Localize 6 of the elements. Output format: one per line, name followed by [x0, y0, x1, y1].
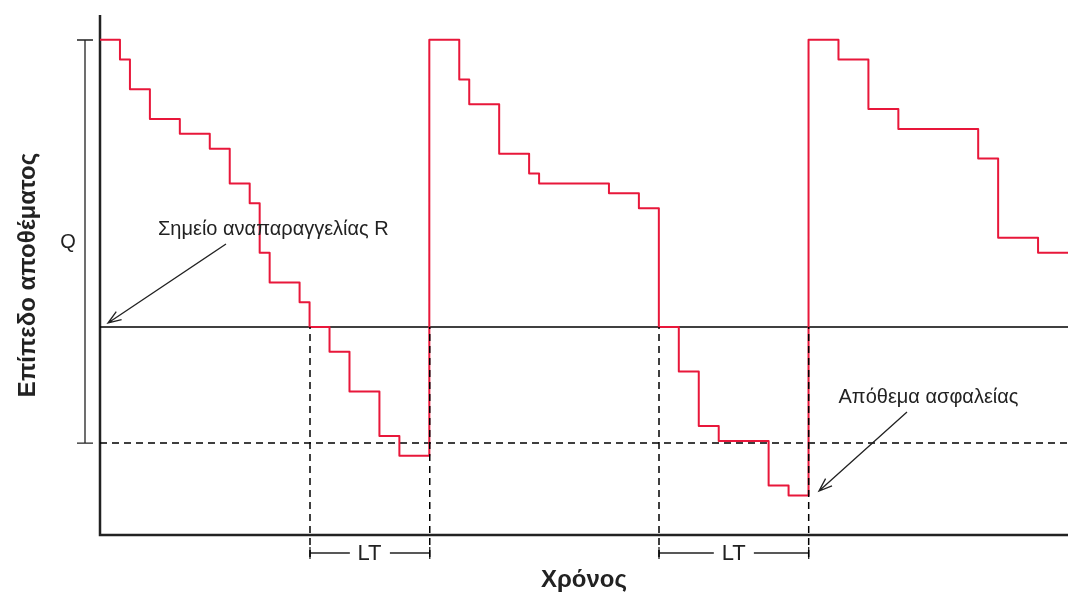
y-axis-title: Επίπεδο αποθέματος — [12, 152, 40, 398]
text: LT — [357, 540, 382, 565]
text: Q — [60, 230, 76, 253]
x-axis-title: Χρόνος — [540, 564, 628, 592]
text: LT — [721, 540, 746, 565]
annotation: Απόθεμα ασφαλείας — [838, 385, 1019, 408]
